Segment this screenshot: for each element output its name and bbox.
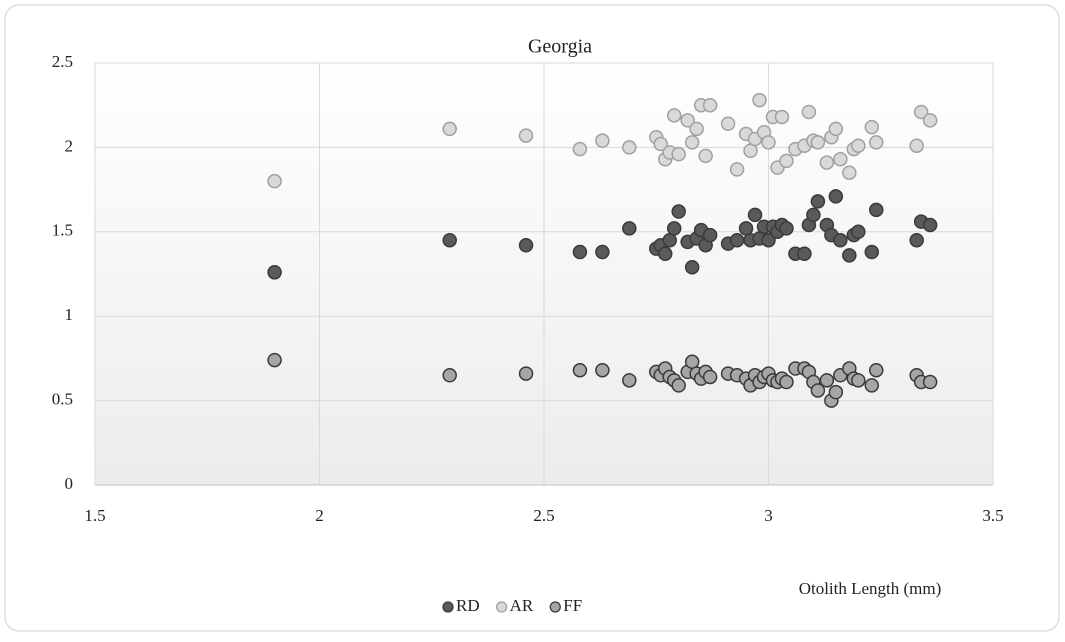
x-tick-label: 3 <box>764 506 773 525</box>
point <box>774 109 790 125</box>
point <box>698 148 713 164</box>
point <box>680 113 695 128</box>
point <box>869 135 884 150</box>
chart-title: Georgia <box>528 36 592 58</box>
point <box>922 113 938 128</box>
x-tick-label: 2 <box>315 506 324 525</box>
point <box>572 141 588 157</box>
point <box>684 354 700 370</box>
legend-label: FF <box>563 596 582 615</box>
point <box>267 352 282 368</box>
y-tick-label: 1.5 <box>52 221 73 240</box>
point <box>922 374 938 390</box>
point <box>595 362 610 378</box>
point <box>738 221 754 236</box>
point <box>702 97 718 113</box>
point <box>779 374 794 390</box>
point <box>662 232 677 248</box>
legend-label: RD <box>456 596 480 615</box>
point <box>518 128 534 143</box>
point <box>743 143 758 159</box>
point <box>622 221 637 236</box>
point <box>864 378 880 393</box>
y-tick-label: 0 <box>65 474 74 493</box>
point <box>595 244 610 260</box>
point <box>702 369 718 385</box>
legend-marker <box>549 601 561 613</box>
point <box>828 384 844 400</box>
point <box>657 246 673 261</box>
point <box>752 92 767 108</box>
point <box>622 140 637 155</box>
point <box>913 104 929 120</box>
point <box>761 135 776 150</box>
point <box>666 108 682 123</box>
point <box>572 362 588 378</box>
point <box>842 248 857 263</box>
point <box>909 138 924 153</box>
point <box>442 368 457 383</box>
y-tick-label: 0.5 <box>52 390 73 409</box>
legend-marker <box>442 601 454 613</box>
point <box>267 265 282 280</box>
point <box>833 232 848 248</box>
point <box>909 232 924 248</box>
point <box>666 221 682 236</box>
point <box>833 151 848 167</box>
point <box>828 121 844 137</box>
point <box>729 162 745 177</box>
point <box>671 378 686 393</box>
point <box>869 362 884 378</box>
point <box>851 138 866 153</box>
y-tick-label: 2.5 <box>52 52 73 71</box>
point <box>720 116 736 132</box>
point <box>622 373 637 388</box>
point <box>851 373 866 388</box>
x-axis-title: Otolith Length (mm) <box>799 579 942 598</box>
point <box>922 217 938 233</box>
point <box>671 146 686 162</box>
x-tick-label: 1.5 <box>84 506 105 525</box>
point <box>851 224 866 240</box>
point <box>518 238 534 253</box>
point <box>810 135 826 150</box>
point <box>747 207 763 223</box>
x-tick-label: 3.5 <box>982 506 1003 525</box>
point <box>518 366 534 381</box>
point <box>828 189 844 204</box>
legend-label: AR <box>510 596 534 615</box>
point <box>572 244 588 260</box>
point <box>442 121 457 137</box>
point <box>442 232 457 248</box>
point <box>702 227 718 243</box>
point <box>864 119 880 135</box>
point <box>684 259 700 275</box>
point <box>864 244 880 260</box>
point <box>819 155 835 170</box>
y-tick-label: 2 <box>65 136 74 155</box>
point <box>671 204 686 219</box>
y-tick-label: 1 <box>65 305 74 324</box>
point <box>797 246 812 261</box>
point <box>653 136 668 152</box>
point <box>779 221 794 236</box>
point <box>761 232 776 248</box>
point <box>806 207 821 223</box>
point <box>842 165 857 180</box>
point <box>729 232 745 248</box>
point <box>779 153 794 169</box>
point <box>810 383 826 398</box>
point <box>810 194 826 209</box>
point <box>684 135 700 150</box>
point <box>819 373 835 388</box>
x-tick-label: 2.5 <box>533 506 554 525</box>
point <box>869 202 884 218</box>
legend-marker <box>495 601 508 613</box>
point <box>595 133 610 148</box>
point <box>801 104 817 120</box>
point <box>689 121 704 137</box>
point <box>267 173 282 189</box>
